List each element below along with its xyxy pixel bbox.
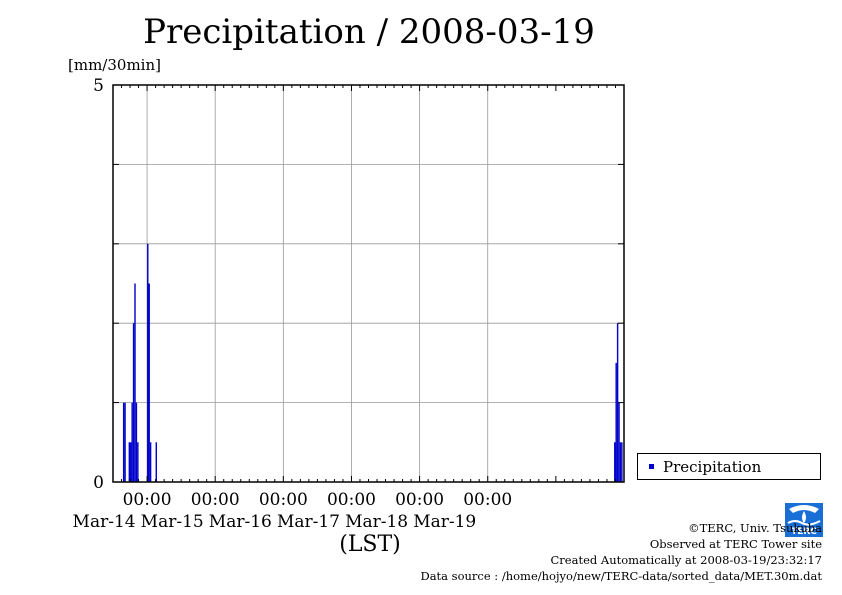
y-tick-label: 0 (93, 473, 104, 493)
precipitation-bar (616, 323, 619, 482)
precipitation-bar (155, 442, 158, 482)
x-tick-time-label: 00:00 (259, 490, 308, 510)
precipitation-bar (124, 402, 126, 482)
terc-logo: TERC (785, 503, 823, 537)
credit-observation-site: Observed at TERC Tower site (649, 537, 822, 551)
grid-lines (113, 85, 624, 482)
svg-text:TERC: TERC (791, 527, 817, 537)
precipitation-bars (122, 243, 623, 482)
precipitation-bar (128, 442, 131, 482)
x-tick-date-label: Mar-14 (73, 512, 136, 532)
chart-title: Precipitation / 2008-03-19 (143, 12, 595, 52)
precipitation-bar (135, 402, 138, 482)
x-tick-date-label: Mar-19 (413, 512, 476, 532)
credits-block: ©TERC, Univ. Tsukuba Observed at TERC To… (420, 520, 822, 584)
precipitation-bar (615, 362, 617, 482)
precipitation-bar (621, 442, 623, 482)
precipitation-bar (618, 402, 620, 482)
x-tick-time-label: 00:00 (327, 490, 376, 510)
x-tick-time-label: 00:00 (123, 490, 172, 510)
legend: Precipitation (637, 453, 821, 480)
precipitation-bar (149, 442, 152, 482)
credit-created: Created Automatically at 2008-03-19/23:3… (550, 553, 823, 567)
x-tick-date-label: Mar-17 (277, 512, 340, 532)
legend-label: Precipitation (663, 457, 762, 476)
precipitation-bar (147, 243, 149, 482)
precipitation-bar (130, 442, 132, 482)
x-tick-time-label: 00:00 (395, 490, 444, 510)
precipitation-bar (137, 442, 139, 482)
axis-labels: 00:00Mar-1400:00Mar-1500:00Mar-1600:00Ma… (73, 76, 513, 532)
credit-copyright: ©TERC, Univ. Tsukuba (688, 521, 822, 535)
y-unit-label: [mm/30min] (68, 56, 161, 74)
axis-ticks (112, 84, 625, 483)
x-tick-date-label: Mar-16 (209, 512, 272, 532)
precipitation-bar (614, 442, 616, 482)
precipitation-bar (148, 283, 150, 482)
x-tick-time-label: 00:00 (191, 490, 240, 510)
y-tick-label: 5 (93, 76, 104, 96)
credit-data-source: Data source : /home/hojyo/new/TERC-data/… (420, 569, 822, 583)
plot-frame (112, 84, 625, 483)
x-tick-date-label: Mar-15 (141, 512, 204, 532)
precipitation-bar (134, 283, 136, 482)
legend-swatch (649, 464, 654, 469)
x-tick-date-label: Mar-18 (345, 512, 408, 532)
precipitation-bar (131, 402, 133, 482)
precipitation-bar (619, 442, 622, 482)
precipitation-bar (122, 402, 125, 482)
precipitation-bar (132, 323, 135, 482)
x-axis-label: (LST) (339, 532, 401, 557)
x-tick-time-label: 00:00 (463, 490, 512, 510)
